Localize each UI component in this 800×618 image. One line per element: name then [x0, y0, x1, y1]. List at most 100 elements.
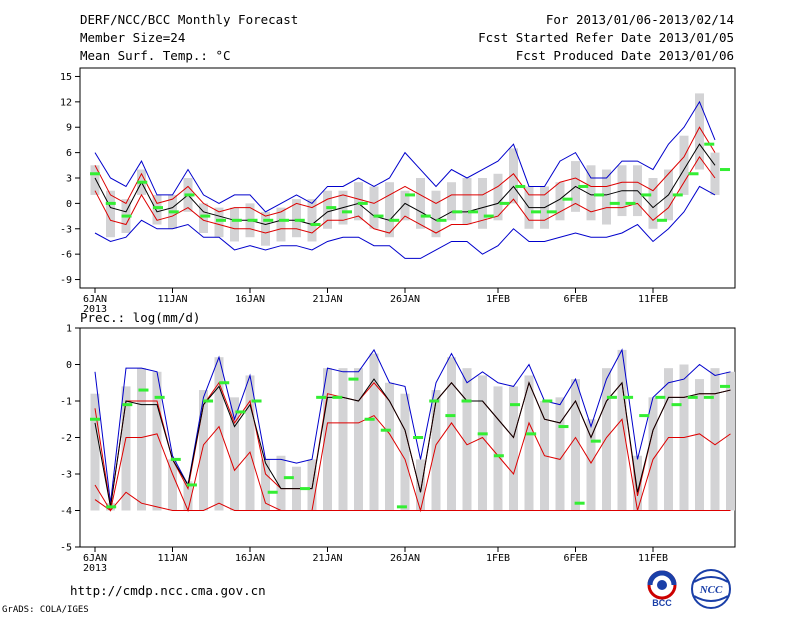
prec-ytick-label: -4 [60, 506, 72, 517]
temp-forecast-marker [137, 180, 148, 184]
prec-ytick-label: -2 [60, 433, 72, 444]
prec-spread-bar [121, 386, 131, 511]
temp-spread-bar [648, 178, 658, 229]
temp-forecast-marker [657, 218, 667, 222]
ncc-logo-text: NCC [699, 584, 723, 596]
temp-forecast-marker [531, 210, 541, 214]
prec-spread-bar [555, 397, 565, 511]
prec-forecast-marker [623, 395, 634, 399]
prec-forecast-marker [429, 399, 440, 403]
prec-forecast-marker [332, 395, 343, 399]
temp-xtick-label: 11JAN [157, 294, 187, 305]
prec-spread-bar [137, 368, 146, 511]
temp-spread-bar [478, 178, 487, 229]
prec-xtick-label: 11JAN [157, 553, 187, 564]
temp-forecast-marker [704, 142, 715, 146]
temp-spread-bar [555, 182, 565, 221]
prec-spread-bar [431, 390, 441, 511]
prec-forecast-marker [138, 388, 149, 392]
prec-spread-bar [369, 353, 379, 511]
prec-spread-bar [354, 368, 363, 511]
temp-forecast-marker [90, 172, 100, 176]
prec-forecast-marker [671, 403, 682, 407]
temp-forecast-marker [231, 218, 242, 222]
prec-spread-bar [307, 459, 317, 511]
temp-mean-line [94, 143, 716, 226]
temp-spread-bar [106, 190, 115, 238]
temp-forecast-marker [609, 201, 620, 205]
temp-forecast-marker [436, 218, 447, 222]
temp-ytick-label: -6 [60, 250, 72, 261]
temp-forecast-marker [263, 218, 274, 222]
temp-spread-bar [679, 135, 689, 195]
temp-forecast-marker [578, 184, 589, 188]
prec-forecast-marker [380, 428, 391, 432]
temp-forecast-marker [641, 193, 652, 197]
temp-spread-bar [214, 207, 224, 238]
temp-forecast-marker [342, 210, 352, 214]
prec-spread-bar [416, 459, 425, 511]
temp-spread-bar [385, 182, 394, 238]
temp-spread-bar [509, 148, 518, 204]
temp-forecast-marker [483, 214, 494, 218]
temp-ytick-label: 3 [66, 174, 72, 185]
prec-spread-bar [90, 393, 100, 511]
prec-forecast-marker [396, 505, 407, 509]
prec-forecast-marker [606, 395, 617, 399]
prec-forecast-marker [720, 384, 730, 388]
temp-spread-bar [586, 165, 596, 221]
temp-forecast-marker [373, 214, 384, 218]
prec-forecast-marker [267, 490, 278, 494]
prec-forecast-marker [316, 395, 327, 399]
temp-forecast-marker [594, 193, 604, 197]
prec-spread-bar [664, 368, 673, 511]
member-size: Member Size=24 [80, 30, 186, 45]
temp-forecast-marker [499, 201, 510, 205]
prec-forecast-marker [203, 399, 214, 403]
prec-spread-bar [276, 455, 286, 511]
precip-variable-label: Prec.: log(mm/d) [80, 310, 201, 325]
temp-spread-bar [431, 190, 441, 238]
prec-forecast-marker [348, 377, 359, 381]
prec-ytick-label: -1 [60, 397, 72, 408]
prec-spread-bar [323, 368, 332, 511]
prec-forecast-marker [90, 417, 100, 421]
temp-spread-bar [323, 190, 332, 229]
source-url[interactable]: http://cmdp.ncc.cma.gov.cn [70, 583, 266, 598]
prec-spread-bar [462, 368, 472, 511]
prec-forecast-marker [526, 432, 537, 436]
temp-spread-bar [493, 173, 503, 221]
prec-forecast-marker [655, 395, 666, 399]
temp-forecast-marker [279, 218, 289, 222]
prec-forecast-marker [283, 476, 294, 480]
chart-title: DERF/NCC/BCC Monthly Forecast [80, 12, 299, 27]
prec-xtick-label: 6FEB [563, 553, 587, 564]
temp-forecast-marker [688, 172, 699, 176]
temp-spread-bar [230, 207, 239, 242]
temp-spread-bar [307, 199, 317, 242]
prec-spread-bar [447, 357, 456, 511]
temp-max-line [94, 100, 716, 213]
prec-spread-bar [524, 375, 534, 511]
temp-ytick-label: -9 [60, 275, 72, 286]
temp-spread-bar [400, 190, 410, 221]
prec-lower-line [94, 414, 731, 513]
temp-forecast-marker [247, 218, 258, 222]
prec-forecast-marker [639, 414, 650, 418]
temp-forecast-marker [515, 184, 526, 188]
prec-ytick-label: -5 [60, 543, 72, 554]
prec-forecast-marker [413, 436, 424, 439]
temp-spread-bar [462, 178, 472, 225]
prec-forecast-marker [590, 439, 601, 443]
temp-forecast-marker [357, 201, 368, 205]
temp-forecast-marker [200, 214, 211, 218]
forecast-produced-date: Fcst Produced Date 2013/01/06 [515, 48, 734, 63]
prec-xtick-label: 2013 [83, 563, 107, 574]
temp-ytick-label: 12 [60, 97, 72, 108]
temp-spread-bar [447, 182, 456, 221]
prec-forecast-marker [300, 487, 310, 491]
prec-forecast-marker [251, 399, 262, 403]
prec-spread-bar [586, 419, 596, 511]
temp-forecast-marker [452, 210, 463, 214]
ncc-logo: NCC [691, 569, 731, 609]
